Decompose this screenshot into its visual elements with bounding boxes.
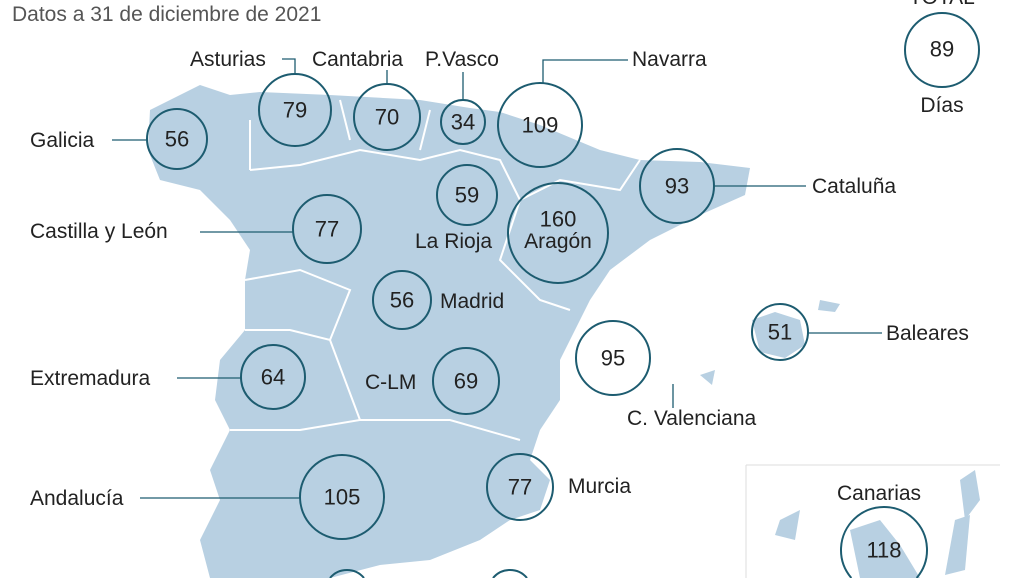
region-la-rioja: 59 La Rioja	[415, 164, 498, 253]
region-label: Aragón	[524, 230, 592, 253]
region-circle	[292, 194, 362, 264]
region-murcia: 77 Murcia	[486, 453, 631, 521]
region-circle	[299, 454, 385, 540]
region-navarra: 109 Navarra	[497, 48, 707, 168]
region-value: 34	[451, 110, 475, 135]
region-value: 51	[768, 320, 792, 345]
region-circle	[486, 453, 554, 521]
region-circle	[840, 506, 928, 578]
region-label: Murcia	[568, 475, 631, 498]
total-marker: TOTAL 89 Días	[904, 0, 980, 117]
region-label: Navarra	[632, 48, 707, 71]
region-label: Extremadura	[30, 367, 151, 390]
total-circle	[904, 12, 980, 88]
region-value: 59	[455, 183, 479, 208]
region-canarias: 118 Canarias	[837, 482, 928, 578]
region-andaluc-a: 105 Andalucía	[30, 454, 385, 540]
region-asturias: 79 Asturias	[190, 48, 332, 147]
region-madrid: 56 Madrid	[372, 270, 504, 330]
region-value: 79	[283, 98, 307, 123]
leader-lines	[112, 58, 882, 499]
region-value: 160	[540, 207, 577, 232]
region-value: 109	[522, 113, 559, 138]
total-label: TOTAL	[909, 0, 975, 9]
region-label: Canarias	[837, 482, 921, 505]
region-castilla-y-le-n: 77 Castilla y León	[30, 194, 362, 264]
region-circle	[240, 344, 306, 410]
region-galicia: 56 Galicia	[30, 108, 208, 170]
region-label: C-LM	[365, 371, 416, 394]
region-label: P.Vasco	[425, 48, 499, 71]
partial-circle	[492, 568, 528, 578]
region-value: 77	[315, 217, 339, 242]
region-value: 70	[375, 105, 399, 130]
region-label: Galicia	[30, 129, 95, 152]
region-p-vasco: 34 P.Vasco	[425, 48, 499, 145]
region-value: 77	[508, 475, 532, 500]
region-label: Cataluña	[812, 175, 896, 198]
region-circle	[436, 164, 498, 226]
region-label: Andalucía	[30, 487, 124, 510]
region-cantabria: 70 Cantabria	[312, 48, 421, 151]
region-label: Baleares	[886, 322, 969, 345]
region-extremadura: 64 Extremadura	[30, 344, 306, 410]
region-label: La Rioja	[415, 230, 492, 253]
region-markers: 56Galicia79Asturias70Cantabria34P.Vasco1…	[30, 48, 969, 578]
region-circle	[146, 108, 208, 170]
region-value: 64	[261, 365, 285, 390]
total-value: 89	[930, 37, 954, 62]
total-unit: Días	[920, 94, 963, 117]
region-circle	[258, 73, 332, 147]
region-circle	[497, 82, 583, 168]
region-c-lm: 69 C-LM	[365, 347, 500, 415]
region-label: Asturias	[190, 48, 266, 71]
region-label: Castilla y León	[30, 220, 168, 243]
region-value: 93	[665, 174, 689, 199]
region-circle	[372, 270, 432, 330]
region-value: 69	[454, 369, 478, 394]
region-circle	[507, 182, 609, 284]
region-value: 56	[165, 127, 189, 152]
region-circle	[432, 347, 500, 415]
region-value: 118	[866, 538, 901, 563]
region-label: C. Valenciana	[627, 407, 757, 430]
region-value: 95	[601, 346, 625, 371]
region-label: Cantabria	[312, 48, 403, 71]
region-circle	[440, 99, 486, 145]
region-circle	[751, 303, 809, 361]
region-circle	[639, 148, 715, 224]
region-circle	[575, 320, 651, 396]
region-c-valenciana: 95 C. Valenciana	[575, 320, 757, 430]
map-land	[148, 85, 980, 578]
subtitle: Datos a 31 de diciembre de 2021	[12, 3, 321, 26]
region-baleares: 51 Baleares	[751, 303, 969, 361]
partial-circle	[329, 568, 365, 578]
region-value: 56	[390, 288, 414, 313]
region-value: 105	[324, 485, 361, 510]
region-catalu-a: 93 Cataluña	[639, 148, 896, 224]
region-label: Madrid	[440, 290, 504, 313]
region-circle	[353, 83, 421, 151]
